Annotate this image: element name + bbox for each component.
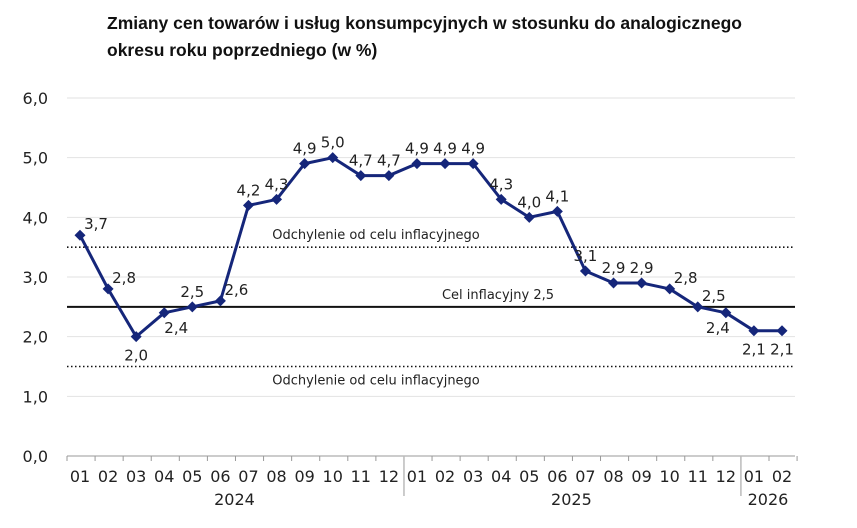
year-label: 2024 xyxy=(214,490,255,509)
x-tick-label: 08 xyxy=(603,467,623,486)
x-tick-label: 01 xyxy=(70,467,90,486)
year-label: 2025 xyxy=(551,490,592,509)
data-point xyxy=(495,193,507,205)
data-label: 4,9 xyxy=(461,140,485,158)
data-point xyxy=(720,307,732,319)
data-point xyxy=(242,199,254,211)
data-point xyxy=(214,295,226,307)
x-tick-label: 02 xyxy=(98,467,118,486)
data-point xyxy=(383,170,395,182)
data-point xyxy=(748,325,760,337)
x-tick-label: 01 xyxy=(744,467,764,486)
title-line-2: okresu roku poprzedniego (w %) xyxy=(107,40,378,60)
data-label: 2,9 xyxy=(602,259,626,277)
data-label: 2,0 xyxy=(124,347,148,365)
series-line xyxy=(78,156,782,339)
data-label: 4,1 xyxy=(545,187,569,205)
data-point xyxy=(411,158,423,170)
data-label: 2,8 xyxy=(674,269,698,287)
y-tick-label: 1,0 xyxy=(23,387,48,406)
data-label: 4,2 xyxy=(237,181,261,199)
x-tick-label: 12 xyxy=(379,467,399,486)
data-label: 2,9 xyxy=(630,259,654,277)
x-tick-label: 09 xyxy=(631,467,651,486)
x-tick-label: 03 xyxy=(463,467,483,486)
x-tick-label: 08 xyxy=(266,467,286,486)
data-point xyxy=(439,158,451,170)
x-tick-label: 06 xyxy=(210,467,230,486)
x-tick-label: 05 xyxy=(519,467,539,486)
y-tick-label: 2,0 xyxy=(23,328,48,347)
data-point xyxy=(523,211,535,223)
x-tick-label: 07 xyxy=(238,467,258,486)
x-tick-label: 05 xyxy=(182,467,202,486)
y-tick-label: 4,0 xyxy=(23,208,48,227)
data-label: 4,9 xyxy=(405,140,429,158)
chart-title: Zmiany cen towarów i usług konsumpcyjnyc… xyxy=(107,10,742,64)
x-tick-label: 06 xyxy=(547,467,567,486)
x-tick-label: 02 xyxy=(772,467,792,486)
title-line-1: Zmiany cen towarów i usług konsumpcyjnyc… xyxy=(107,13,742,33)
reference-line-label: Cel inflacyjny 2,5 xyxy=(442,288,554,303)
x-tick-label: 12 xyxy=(716,467,736,486)
data-point xyxy=(664,283,676,295)
x-tick-label: 10 xyxy=(660,467,680,486)
data-label: 4,7 xyxy=(377,152,401,170)
y-tick-label: 6,0 xyxy=(23,89,48,108)
data-point xyxy=(130,331,142,343)
x-tick-label: 11 xyxy=(351,467,371,486)
y-tick-label: 5,0 xyxy=(23,149,48,168)
reference-line-label: Odchylenie od celu inflacyjnego xyxy=(272,374,480,389)
data-label: 2,8 xyxy=(112,269,136,287)
data-point xyxy=(355,170,367,182)
data-label: 2,5 xyxy=(180,283,204,301)
x-tick-label: 02 xyxy=(435,467,455,486)
data-label: 4,0 xyxy=(517,193,541,211)
y-tick-label: 0,0 xyxy=(23,447,48,466)
data-label: 4,3 xyxy=(265,175,289,193)
x-tick-label: 11 xyxy=(688,467,708,486)
data-point xyxy=(74,229,86,241)
x-tick-label: 03 xyxy=(126,467,146,486)
x-tick-label: 07 xyxy=(575,467,595,486)
data-point xyxy=(299,158,311,170)
data-point xyxy=(271,193,283,205)
x-tick-label: 10 xyxy=(323,467,343,486)
data-point xyxy=(776,325,788,337)
x-tick-label: 04 xyxy=(154,467,174,486)
data-label: 2,6 xyxy=(224,281,248,299)
data-point xyxy=(692,301,704,313)
data-point xyxy=(636,277,648,289)
year-label: 2026 xyxy=(748,490,789,509)
data-label: 2,5 xyxy=(702,287,726,305)
data-label: 2,4 xyxy=(164,319,188,337)
data-point xyxy=(158,307,170,319)
data-point xyxy=(327,152,339,164)
data-point xyxy=(551,205,563,217)
x-tick-label: 04 xyxy=(491,467,511,486)
data-point xyxy=(579,265,591,277)
x-tick-label: 01 xyxy=(407,467,427,486)
data-label: 4,9 xyxy=(293,140,317,158)
data-label: 4,7 xyxy=(349,152,373,170)
y-tick-label: 3,0 xyxy=(23,268,48,287)
data-label: 2,1 xyxy=(742,341,766,359)
data-label: 4,9 xyxy=(433,140,457,158)
data-point xyxy=(102,283,114,295)
data-point xyxy=(186,301,198,313)
data-label: 3,7 xyxy=(84,215,108,233)
data-label: 4,3 xyxy=(489,175,513,193)
x-tick-label: 09 xyxy=(294,467,314,486)
data-point xyxy=(467,158,479,170)
data-label: 2,1 xyxy=(770,341,794,359)
reference-line-label: Odchylenie od celu inflacyjnego xyxy=(272,228,480,243)
data-label: 3,1 xyxy=(574,247,598,265)
data-point xyxy=(608,277,620,289)
data-label: 5,0 xyxy=(321,134,345,152)
data-label: 2,4 xyxy=(706,319,730,337)
